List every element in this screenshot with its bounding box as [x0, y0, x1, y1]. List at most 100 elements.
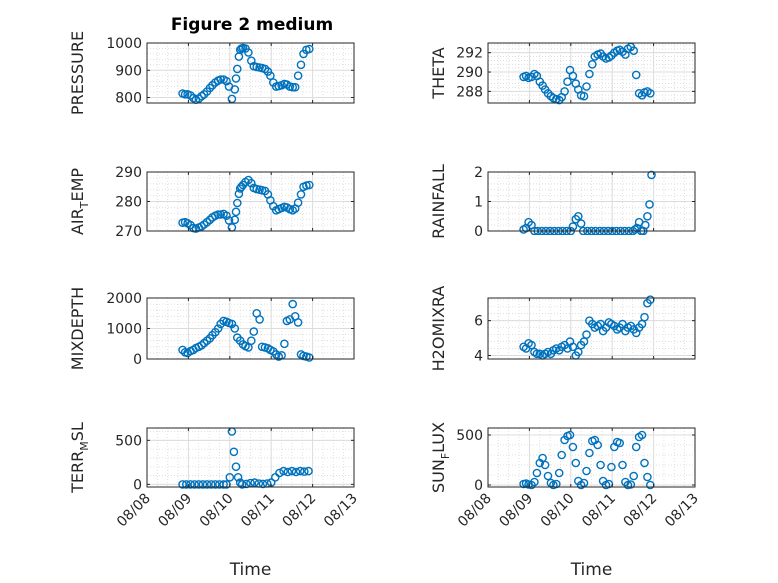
y-tick-label: 6 [474, 314, 483, 330]
minor-grid [146, 42, 355, 104]
axes-box [487, 427, 696, 488]
figure-title: Figure 2 medium [171, 15, 333, 35]
data-point [579, 91, 589, 101]
y-tick-label: 2 [474, 165, 483, 181]
data-point [527, 340, 536, 350]
data-point [295, 466, 305, 476]
data-point [296, 60, 306, 70]
data-point [532, 468, 542, 478]
data-point [230, 85, 240, 94]
data-point [643, 211, 652, 221]
data-point [197, 340, 206, 350]
series-markers [178, 43, 314, 104]
data-point [205, 83, 215, 93]
data-point [557, 450, 567, 460]
panel-rainfall: 0 1 2 RAINFALL [429, 164, 696, 240]
data-point [186, 480, 195, 489]
data-point [232, 64, 242, 74]
data-point [279, 466, 288, 476]
y-tick-label: 2000 [106, 291, 142, 307]
data-point [246, 178, 256, 188]
series-markers [519, 295, 655, 360]
data-point [202, 480, 212, 489]
y-label-subscript: M [78, 441, 91, 451]
series-markers [519, 42, 655, 105]
data-point [593, 440, 603, 450]
data-point [231, 74, 241, 83]
data-point [568, 442, 578, 452]
data-point [194, 480, 204, 489]
data-point [293, 198, 303, 207]
data-point [304, 44, 314, 54]
y-tick-label: 280 [115, 195, 142, 211]
data-point [568, 71, 578, 81]
panel-sun-flux: 0 500 08/08 08/09 08/10 08/11 08/12 08/13 Time SU… [429, 422, 702, 580]
data-point [255, 315, 264, 324]
panel-terr-msl: 0 500 08/08 08/09 08/10 08/11 08/12 08/13 Time TE… [68, 422, 361, 580]
data-point [232, 198, 242, 208]
data-point [568, 342, 578, 352]
y-tick-label: 1000 [106, 36, 142, 52]
data-point [229, 447, 239, 457]
data-point [543, 471, 553, 481]
data-point [293, 71, 303, 80]
data-point [626, 480, 636, 489]
x-tick-label: 08/08 [114, 491, 154, 531]
data-point [640, 458, 649, 468]
data-point [585, 69, 594, 79]
data-point [181, 480, 191, 489]
data-point [213, 324, 223, 333]
y-tick-label: 500 [456, 428, 483, 444]
x-tick-label: 08/12 [280, 491, 320, 531]
data-point [574, 211, 583, 221]
data-point [588, 60, 597, 69]
data-point [287, 466, 297, 476]
data-point [213, 210, 223, 219]
minor-grid [487, 43, 696, 104]
x-tick-label: 08/10 [197, 491, 237, 531]
y-tick-label: 270 [115, 224, 142, 240]
y-axis-label: THETA [429, 47, 448, 99]
data-point [615, 438, 625, 448]
data-point [288, 82, 298, 92]
data-point [640, 312, 649, 322]
data-point [629, 46, 639, 56]
x-tick-label: 08/10 [538, 491, 578, 531]
x-axis-label: Time [229, 560, 272, 580]
data-point [585, 448, 594, 458]
data-point [222, 211, 231, 220]
data-point [571, 458, 581, 468]
y-label-subscript: F [439, 453, 452, 459]
data-point [565, 430, 575, 440]
data-point [552, 479, 561, 489]
y-tick-label: 0 [474, 224, 483, 240]
data-point [275, 468, 284, 478]
data-point [304, 466, 313, 476]
data-point [249, 327, 259, 336]
data-point [576, 219, 586, 228]
data-point [296, 190, 306, 199]
x-axis-label: Time [570, 560, 613, 580]
data-point [582, 330, 591, 339]
y-tick-label: 290 [456, 65, 483, 81]
data-point [230, 324, 240, 333]
panel-h2omixra: 4 6 H2OMIXRA [429, 286, 696, 371]
y-tick-label: 4 [474, 349, 483, 365]
data-point [540, 460, 550, 470]
data-point [582, 466, 591, 476]
y-label-part: SUN [429, 459, 448, 493]
panel-mixdepth: 0 1000 2000 MIXDEPTH [68, 287, 355, 370]
y-label-part: LUX [429, 422, 448, 453]
axes-box [146, 42, 355, 104]
y-tick-label: 500 [115, 433, 142, 449]
data-point [596, 460, 605, 470]
data-point [230, 215, 240, 225]
data-point [210, 480, 220, 489]
axes-box [487, 297, 696, 360]
data-point [225, 472, 235, 482]
data-point [250, 478, 259, 487]
data-point [568, 222, 578, 231]
data-point [631, 442, 641, 452]
data-point [631, 70, 641, 80]
y-tick-label: 290 [115, 165, 142, 181]
